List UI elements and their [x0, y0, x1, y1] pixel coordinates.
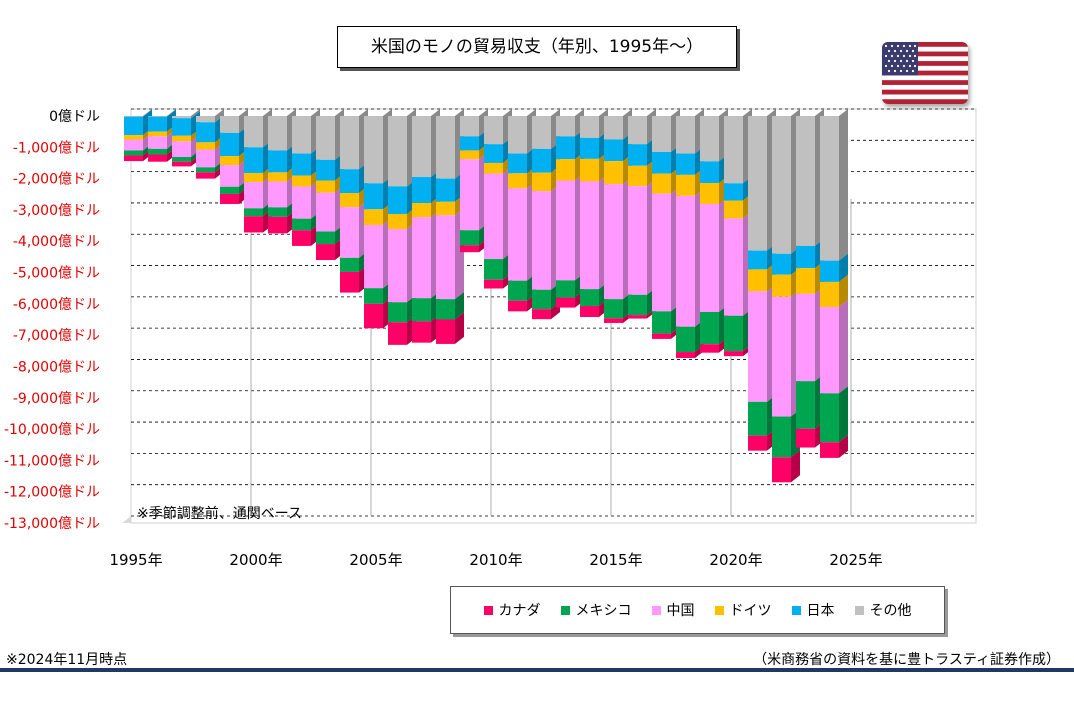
- bar-segment-other-1995: [124, 109, 152, 117]
- legend-label-china: 中国: [666, 603, 695, 619]
- y-tick-label: -1,000億ドル: [13, 140, 100, 156]
- bar-segment-china-2019: [700, 196, 728, 312]
- bar-segment-china-2023: [796, 286, 824, 382]
- bar-segment-china-2004: [340, 200, 368, 258]
- x-axis-tick-labels: 1995年 2000年 2005年 2010年 2015年 2020年 2025年: [109, 551, 882, 569]
- legend-swatch-china: [651, 605, 661, 615]
- x-tick-label: 2020年: [709, 551, 762, 569]
- bar-segment-china-2022: [772, 289, 800, 417]
- bar-segment-china-2017: [652, 186, 680, 312]
- y-tick-label: -5,000億ドル: [13, 266, 100, 282]
- bar-segment-other-1996: [148, 109, 176, 117]
- chart-title: 米国のモノの貿易収支（年別、1995年～）: [337, 26, 737, 68]
- y-axis-tick-labels: 0億ドル -1,000億ドル -2,000億ドル -3,000億ドル -4,000億ドル…: [4, 109, 100, 532]
- bar-segment-other-2019: [700, 109, 728, 162]
- x-tick-label: 2000年: [229, 551, 282, 569]
- bar-segment-mexico-2024: [820, 386, 848, 443]
- bar-segment-china-2016: [628, 179, 656, 295]
- legend-label-canada: カナダ: [498, 603, 541, 619]
- y-tick-label: -8,000億ドル: [13, 359, 100, 375]
- legend-item-china: 中国: [651, 600, 695, 620]
- bar-segment-other-2022: [772, 109, 800, 254]
- x-tick-label: 2015年: [589, 551, 642, 569]
- bar-segment-china-2013: [556, 173, 584, 281]
- bar-segment-china-2020: [724, 211, 752, 316]
- y-tick-label: -2,000億ドル: [13, 172, 100, 188]
- chart-note: ※季節調整前、通関ベース: [137, 506, 303, 522]
- bar-segment-other-2006: [388, 109, 416, 187]
- bar-segment-china-2024: [820, 299, 848, 394]
- bar-segment-china-2015: [604, 177, 632, 300]
- legend-swatch-mexico: [560, 605, 570, 615]
- bar-segment-other-1998: [196, 109, 224, 123]
- legend-item-other: その他: [854, 600, 912, 620]
- bar-series: [124, 109, 848, 483]
- bar-segment-china-2010: [484, 166, 512, 260]
- legend-label-japan: 日本: [806, 603, 835, 619]
- y-tick-label: -6,000億ドル: [13, 297, 100, 313]
- x-tick-label: 2010年: [469, 551, 522, 569]
- bar-segment-other-2021: [748, 109, 776, 251]
- legend-item-mexico: メキシコ: [560, 600, 632, 620]
- bar-segment-china-2021: [748, 284, 776, 402]
- legend-swatch-canada: [483, 605, 493, 615]
- bar-segment-mexico-2023: [796, 374, 824, 429]
- bar-segment-other-2003: [316, 109, 344, 160]
- y-tick-label: -7,000億ドル: [13, 328, 100, 344]
- y-tick-label: -12,000億ドル: [4, 485, 100, 501]
- y-tick-label: -11,000億ドル: [4, 453, 100, 469]
- y-tick-label: -3,000億ドル: [13, 203, 100, 219]
- us-flag-icon: [882, 42, 968, 104]
- bar-segment-other-2020: [724, 109, 752, 184]
- bar-segment-japan-2024: [820, 253, 848, 282]
- x-tick-label: 2005年: [349, 551, 402, 569]
- legend-item-japan: 日本: [791, 600, 835, 620]
- bar-segment-other-2008: [436, 109, 464, 179]
- footnote-source: （米商務省の資料を基に豊トラスティ証券作成）: [753, 652, 1060, 668]
- legend-swatch-japan: [791, 605, 801, 615]
- y-tick-label: -10,000億ドル: [4, 422, 100, 438]
- y-tick-label: -4,000億ドル: [13, 234, 100, 250]
- legend: カナダ メキシコ 中国 ドイツ 日本 その他: [450, 586, 945, 634]
- bar-segment-china-2018: [676, 188, 704, 327]
- bar-segment-mexico-2022: [772, 409, 800, 458]
- bar-segment-canada-2022: [772, 450, 800, 483]
- x-tick-label: 2025年: [829, 551, 882, 569]
- legend-item-canada: カナダ: [483, 600, 541, 620]
- bar-segment-china-2008: [436, 208, 464, 300]
- bar-segment-other-2005: [364, 109, 392, 184]
- bar-segment-other-2023: [796, 109, 824, 246]
- x-tick-label: 1995年: [109, 551, 162, 569]
- bar-segment-other-2024: [820, 109, 848, 261]
- bar-segment-other-1997: [172, 109, 200, 119]
- bar-segment-canada-2024: [820, 435, 848, 458]
- legend-swatch-other: [854, 605, 864, 615]
- legend-item-germany: ドイツ: [714, 600, 772, 620]
- bar-segment-china-2011: [508, 181, 536, 281]
- bar-segment-china-2007: [412, 210, 440, 299]
- bar-segment-china-2012: [532, 184, 560, 290]
- bar-segment-germany-2024: [820, 274, 848, 307]
- legend-label-germany: ドイツ: [729, 603, 772, 619]
- bar-segment-china-2009: [460, 152, 488, 231]
- footnote-date: ※2024年11月時点: [6, 652, 128, 668]
- y-tick-label: -13,000億ドル: [4, 516, 100, 532]
- y-tick-label: -9,000億ドル: [13, 391, 100, 407]
- y-tick-label: 0億ドル: [49, 109, 100, 125]
- legend-label-other: その他: [869, 603, 912, 619]
- legend-label-mexico: メキシコ: [575, 603, 632, 619]
- bar-segment-china-2005: [364, 217, 392, 289]
- bar-segment-other-2007: [412, 109, 440, 178]
- bar-segment-mexico-2008: [436, 292, 464, 320]
- bottom-divider: [0, 668, 1074, 672]
- bar-segment-canada-2008: [436, 312, 464, 344]
- bar-segment-china-2006: [388, 222, 416, 303]
- bar-segment-other-2004: [340, 109, 368, 170]
- bar-segment-china-2014: [580, 174, 608, 290]
- legend-swatch-germany: [714, 605, 724, 615]
